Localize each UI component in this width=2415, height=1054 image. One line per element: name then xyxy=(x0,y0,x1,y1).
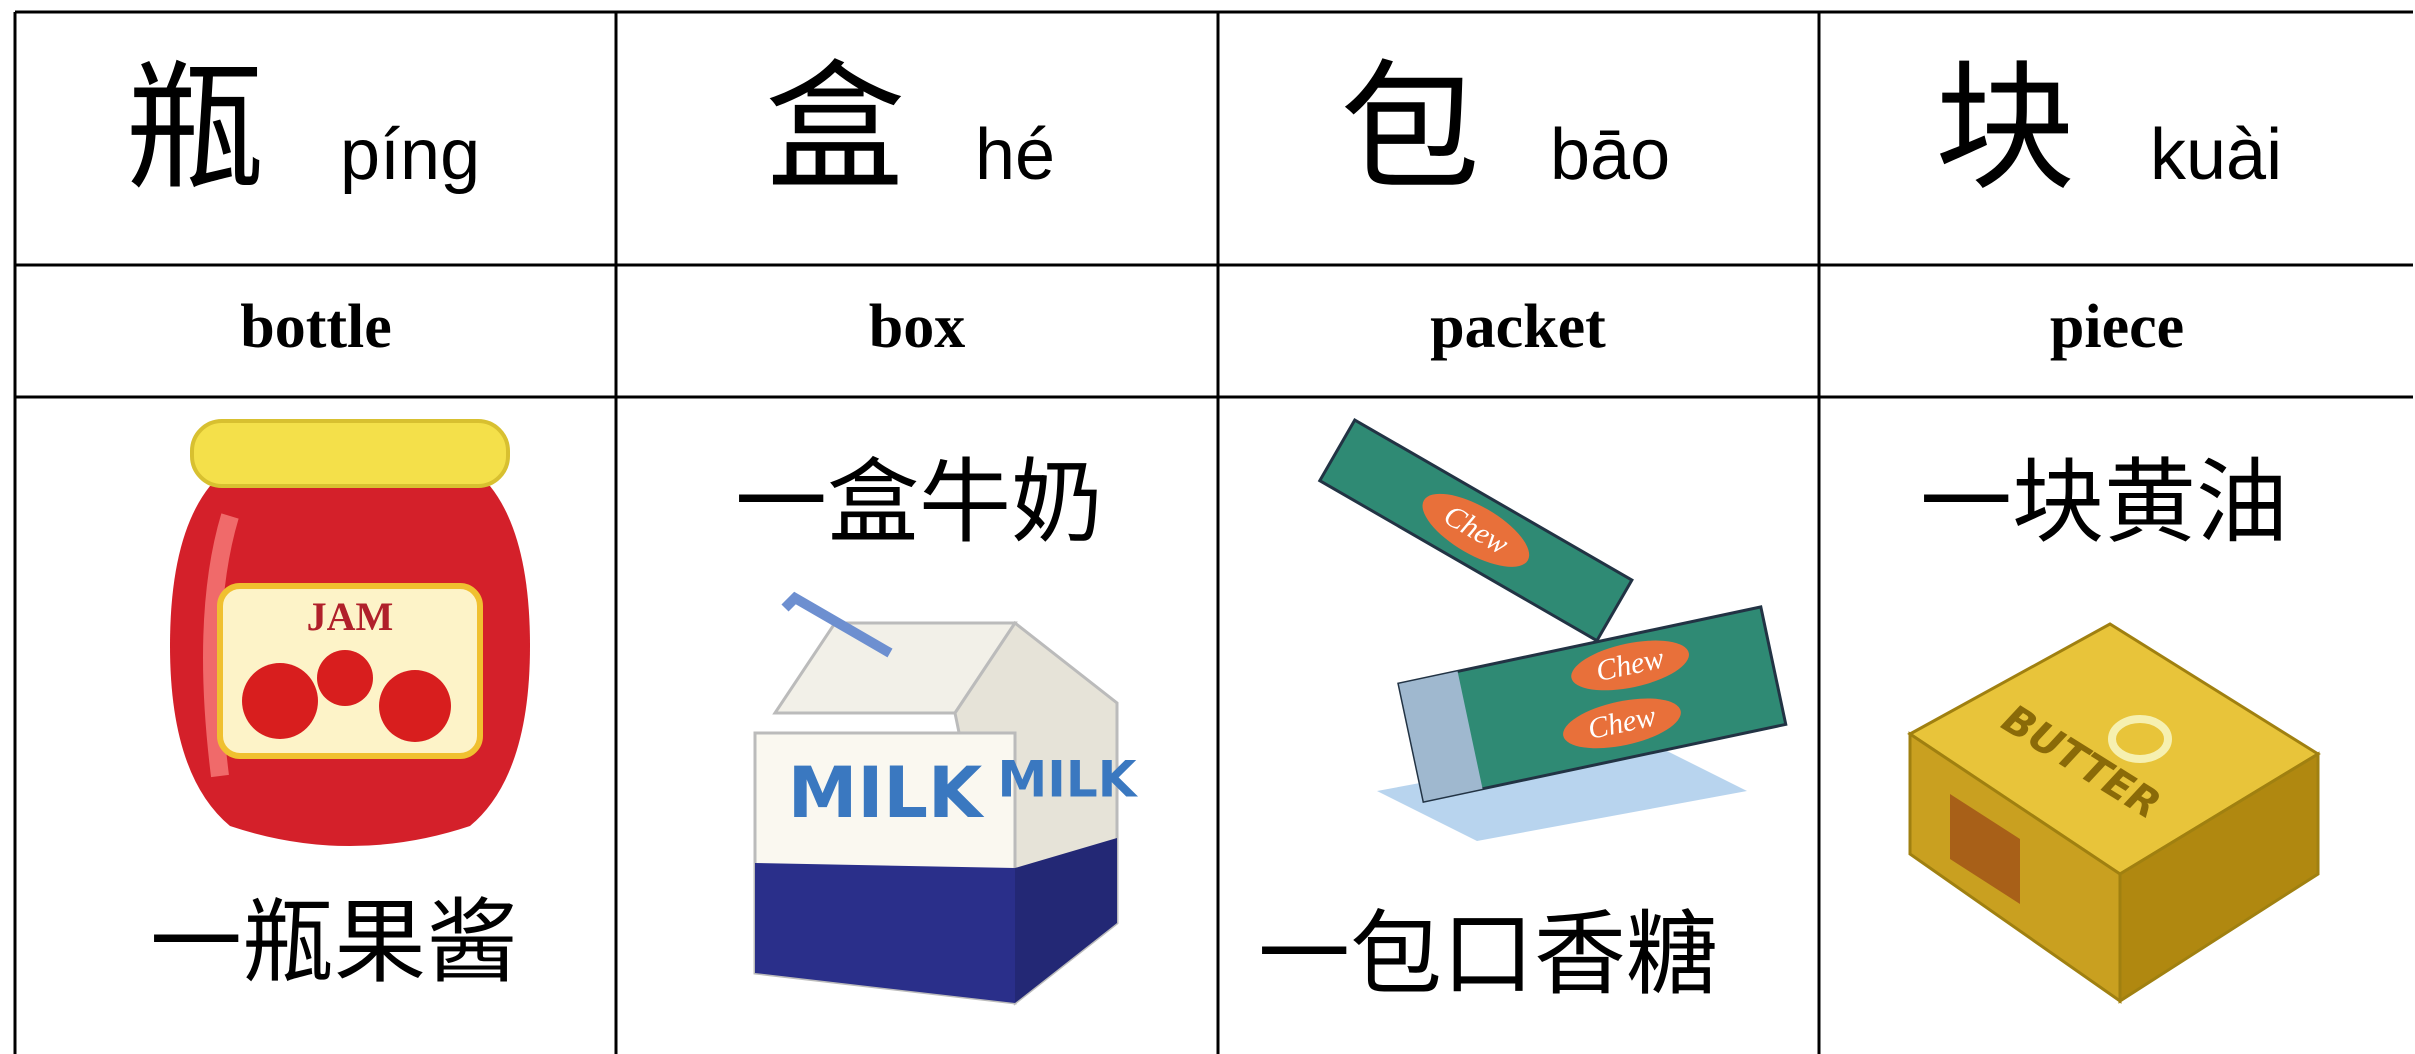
milk-carton-picture: MILK MILK xyxy=(753,591,1139,1006)
meaning: box xyxy=(869,293,965,361)
packet: Chew xyxy=(1317,417,1634,643)
packet: Chew Chew xyxy=(1397,605,1788,804)
packet-end xyxy=(1398,671,1483,802)
packet-logo xyxy=(1422,493,1530,567)
pinyin: kuài xyxy=(2150,115,2282,195)
strawberry xyxy=(317,650,373,706)
gum-packet-picture: Chew Chew Chew xyxy=(1317,417,1788,841)
meaning: piece xyxy=(2050,293,2184,361)
character: 包 xyxy=(1340,48,1480,211)
butter-side xyxy=(2118,751,2320,1004)
carton-band-side xyxy=(1015,838,1117,1003)
butter-logo xyxy=(2108,715,2172,763)
straw xyxy=(781,591,893,658)
strawberry xyxy=(379,670,451,742)
pinyin: píng xyxy=(340,115,480,195)
packet-logo xyxy=(1563,698,1681,749)
strawberry xyxy=(242,663,318,739)
jar-shine xyxy=(203,513,239,778)
picture-label: JAM xyxy=(307,594,394,639)
pinyin: hé xyxy=(975,115,1055,195)
shadow xyxy=(1377,741,1747,841)
butter-label xyxy=(1950,794,2020,904)
picture-label: MILK xyxy=(998,751,1139,809)
phrase: 一盒牛奶 xyxy=(735,449,1103,556)
carton-band xyxy=(755,863,1015,1003)
picture-label: MILK xyxy=(788,752,985,834)
character: 瓶 xyxy=(125,48,265,211)
character: 盒 xyxy=(765,48,905,211)
jar-lid xyxy=(190,419,510,488)
butter-picture: BUTTER xyxy=(1907,622,2321,1004)
meaning: packet xyxy=(1430,293,1606,361)
phrase: 一包口香糖 xyxy=(1258,901,1718,1008)
pinyin: bāo xyxy=(1550,115,1670,195)
meaning: bottle xyxy=(240,293,392,361)
jam-jar-picture: JAM xyxy=(170,419,530,846)
phrase: 一块黄油 xyxy=(1920,449,2288,556)
packet-logo xyxy=(1571,640,1689,691)
character: 块 xyxy=(1935,48,2075,211)
phrase: 一瓶果酱 xyxy=(150,889,518,996)
table-grid xyxy=(13,10,2413,1054)
